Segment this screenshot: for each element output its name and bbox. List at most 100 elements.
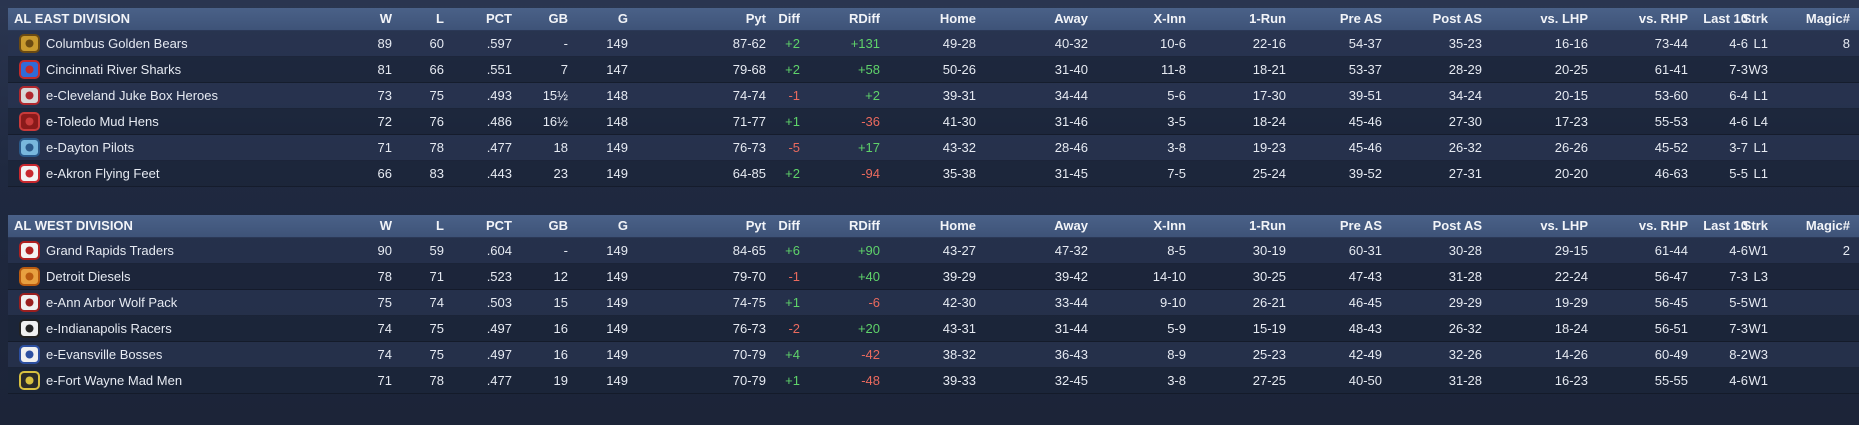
- cell-pyt: 70-79: [732, 373, 766, 388]
- column-header-gb[interactable]: GB: [548, 218, 569, 233]
- cell-l: 78: [429, 373, 444, 388]
- cell-pyt: 64-85: [732, 166, 766, 181]
- team-row[interactable]: e-Akron Flying Feet 66 83 .443 23 149 64-85 +2 -…: [8, 161, 1859, 187]
- cell-rhp: 56-51: [1654, 321, 1688, 336]
- team-name[interactable]: Detroit Diesels: [46, 269, 131, 284]
- cell-onerun: 27-25: [1252, 373, 1286, 388]
- column-header-w[interactable]: W: [379, 218, 392, 233]
- column-header-rdiff[interactable]: RDiff: [848, 218, 880, 233]
- cell-strk: L4: [1753, 114, 1768, 129]
- team-row[interactable]: e-Indianapolis Racers 74 75 .497 16 149 76-73 -…: [8, 316, 1859, 342]
- column-header-diff[interactable]: Diff: [778, 218, 800, 233]
- column-header-magic[interactable]: Magic#: [1805, 11, 1850, 26]
- column-header-w[interactable]: W: [379, 11, 392, 26]
- column-header-strk[interactable]: Strk: [1742, 218, 1768, 233]
- column-header-away[interactable]: Away: [1054, 11, 1088, 26]
- cell-l: 83: [429, 166, 444, 181]
- cell-w: 81: [377, 62, 392, 77]
- dp-logo-icon: [19, 138, 40, 157]
- team-name[interactable]: Grand Rapids Traders: [46, 243, 174, 258]
- column-header-l[interactable]: L: [436, 218, 444, 233]
- column-header-onerun[interactable]: 1-Run: [1249, 218, 1286, 233]
- cell-xinn: 7-5: [1167, 166, 1186, 181]
- team-name[interactable]: e-Dayton Pilots: [46, 140, 135, 155]
- column-header-pct[interactable]: PCT: [486, 218, 512, 233]
- cell-home: 38-32: [942, 347, 976, 362]
- team-row[interactable]: e-Ann Arbor Wolf Pack 75 74 .503 15 149 74-75 +…: [8, 290, 1859, 316]
- cell-g: 149: [606, 243, 628, 258]
- team-name[interactable]: e-Cleveland Juke Box Heroes: [46, 88, 218, 103]
- column-header-l[interactable]: L: [436, 11, 444, 26]
- column-header-g[interactable]: G: [617, 11, 628, 26]
- team-name[interactable]: e-Ann Arbor Wolf Pack: [46, 295, 178, 310]
- column-header-last10[interactable]: Last 10: [1703, 11, 1748, 26]
- cell-gb: 23: [553, 166, 568, 181]
- cell-away: 39-42: [1054, 269, 1088, 284]
- column-header-pyt[interactable]: Pyt: [745, 11, 766, 26]
- cell-pyt: 76-73: [732, 321, 766, 336]
- team-row[interactable]: e-Cleveland Juke Box Heroes 73 75 .493 15½ 14…: [8, 83, 1859, 109]
- cell-rdiff: -94: [861, 166, 880, 181]
- cell-lhp: 14-26: [1554, 347, 1588, 362]
- cell-away: 36-43: [1054, 347, 1088, 362]
- column-header-diff[interactable]: Diff: [778, 11, 800, 26]
- column-header-gb[interactable]: GB: [548, 11, 569, 26]
- team-name[interactable]: e-Toledo Mud Hens: [46, 114, 159, 129]
- cell-pct: .604: [486, 243, 512, 258]
- column-header-postas[interactable]: Post AS: [1432, 218, 1482, 233]
- cell-rhp: 60-49: [1654, 347, 1688, 362]
- team-name[interactable]: e-Indianapolis Racers: [46, 321, 172, 336]
- cell-last10: 4-6: [1729, 36, 1748, 51]
- team-row[interactable]: Columbus Golden Bears 89 60 .597 - 149 87-62 +2…: [8, 31, 1859, 57]
- team-row[interactable]: Detroit Diesels 78 71 .523 12 149 79-70 -1 +40 39…: [8, 264, 1859, 290]
- team-row[interactable]: e-Fort Wayne Mad Men 71 78 .477 19 149 70-79 +1…: [8, 368, 1859, 394]
- cell-onerun: 26-21: [1252, 295, 1286, 310]
- column-header-xinn[interactable]: X-Inn: [1153, 11, 1187, 26]
- column-header-g[interactable]: G: [617, 218, 628, 233]
- team-row[interactable]: e-Dayton Pilots 71 78 .477 18 149 76-73 -5 +17 43…: [8, 135, 1859, 161]
- column-header-rdiff[interactable]: RDiff: [848, 11, 880, 26]
- cell-w: 75: [377, 295, 392, 310]
- cell-home: 35-38: [942, 166, 976, 181]
- team-name[interactable]: e-Evansville Bosses: [46, 347, 163, 362]
- team-row[interactable]: e-Toledo Mud Hens 72 76 .486 16½ 148 71-77 +1 -3…: [8, 109, 1859, 135]
- cell-w: 71: [377, 140, 392, 155]
- column-header-pct[interactable]: PCT: [486, 11, 512, 26]
- cell-strk: L3: [1753, 269, 1768, 284]
- column-header-preas[interactable]: Pre AS: [1339, 11, 1382, 26]
- cell-strk: W1: [1748, 295, 1769, 310]
- cell-gb: 15½: [542, 88, 568, 103]
- column-header-home[interactable]: Home: [939, 218, 976, 233]
- column-header-last10[interactable]: Last 10: [1703, 218, 1748, 233]
- column-header-postas[interactable]: Post AS: [1432, 11, 1482, 26]
- column-header-xinn[interactable]: X-Inn: [1153, 218, 1187, 233]
- team-row[interactable]: e-Evansville Bosses 74 75 .497 16 149 70-79 +4 -…: [8, 342, 1859, 368]
- cell-magic: [1768, 342, 1850, 367]
- column-header-lhp[interactable]: vs. LHP: [1540, 11, 1588, 26]
- column-header-rhp[interactable]: vs. RHP: [1638, 218, 1688, 233]
- column-header-lhp[interactable]: vs. LHP: [1540, 218, 1588, 233]
- cell-home: 43-31: [942, 321, 976, 336]
- cell-diff: -2: [788, 321, 800, 336]
- column-header-strk[interactable]: Strk: [1742, 11, 1768, 26]
- cell-strk: W1: [1748, 243, 1769, 258]
- column-header-home[interactable]: Home: [939, 11, 976, 26]
- cell-strk: W3: [1748, 62, 1769, 77]
- team-row[interactable]: Cincinnati River Sharks 81 66 .551 7 147 79-68…: [8, 57, 1859, 83]
- column-header-preas[interactable]: Pre AS: [1339, 218, 1382, 233]
- team-name[interactable]: Columbus Golden Bears: [46, 36, 188, 51]
- column-header-rhp[interactable]: vs. RHP: [1638, 11, 1688, 26]
- cell-lhp: 20-20: [1554, 166, 1588, 181]
- column-header-onerun[interactable]: 1-Run: [1249, 11, 1286, 26]
- cell-last10: 3-7: [1729, 140, 1748, 155]
- team-name[interactable]: Cincinnati River Sharks: [46, 62, 182, 77]
- team-row[interactable]: Grand Rapids Traders 90 59 .604 - 149 84-65 +6 +…: [8, 238, 1859, 264]
- cell-away: 31-44: [1054, 321, 1088, 336]
- cell-g: 149: [606, 140, 628, 155]
- column-header-pyt[interactable]: Pyt: [745, 218, 766, 233]
- cell-l: 71: [429, 269, 444, 284]
- team-name[interactable]: e-Akron Flying Feet: [46, 166, 160, 181]
- column-header-away[interactable]: Away: [1054, 218, 1088, 233]
- team-name[interactable]: e-Fort Wayne Mad Men: [46, 373, 183, 388]
- column-header-magic[interactable]: Magic#: [1805, 218, 1850, 233]
